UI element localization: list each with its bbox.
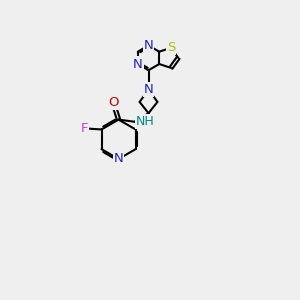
- Text: N: N: [144, 83, 153, 96]
- Text: NH: NH: [136, 115, 155, 128]
- Text: N: N: [144, 39, 153, 52]
- Text: O: O: [108, 96, 119, 109]
- Text: N: N: [114, 152, 123, 166]
- Text: N: N: [133, 58, 143, 70]
- Text: S: S: [167, 41, 175, 54]
- Text: F: F: [81, 122, 88, 135]
